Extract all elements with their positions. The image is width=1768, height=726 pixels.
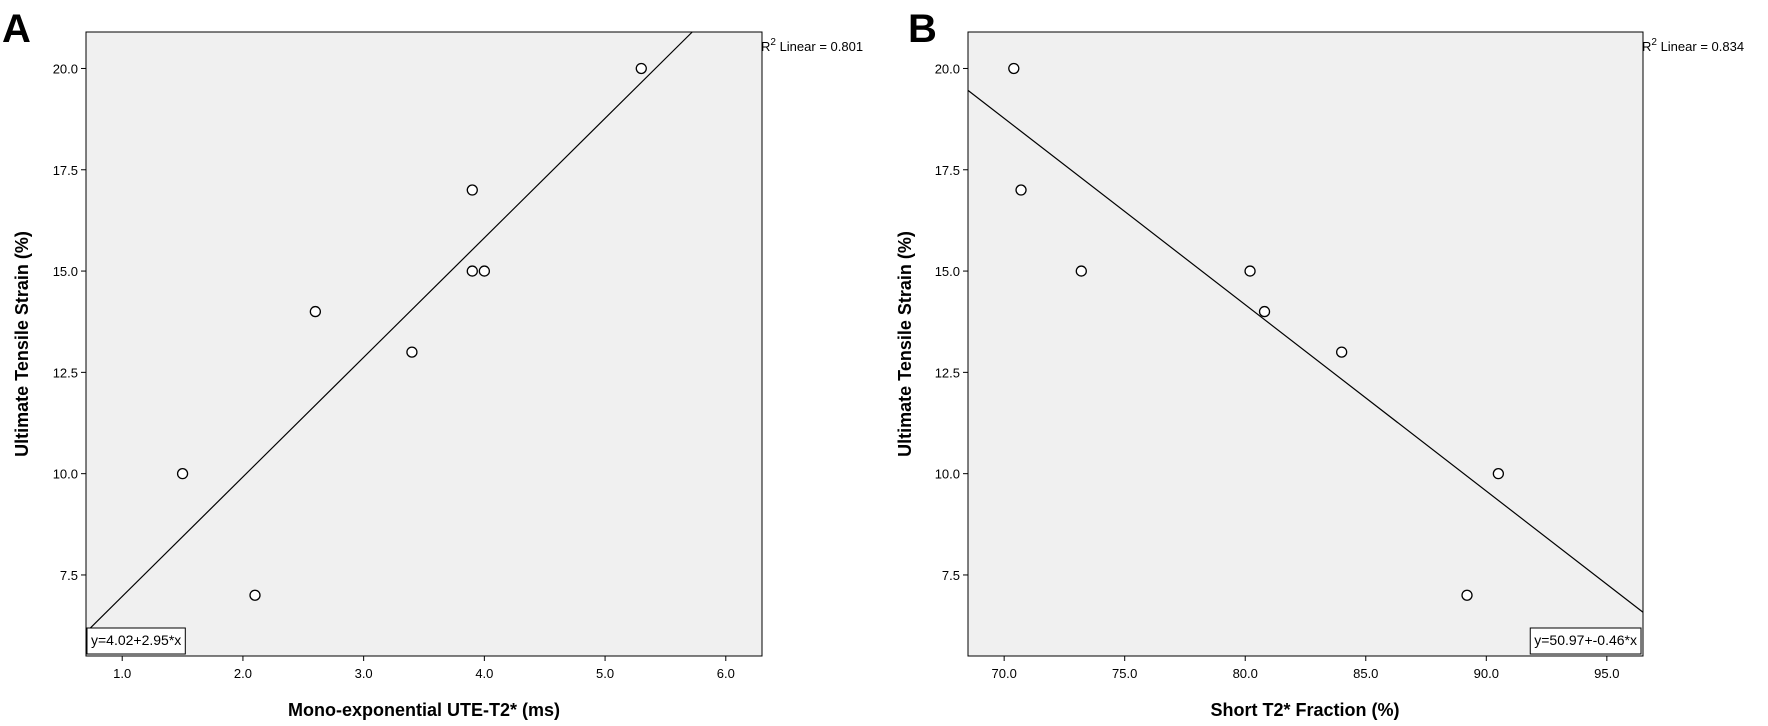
equation-label-a: y=4.02+2.95*x	[91, 632, 181, 648]
regression-line-a	[85, 31, 693, 633]
chart-panel-a: A 1.0 2.0 3.0 4.0 5.0 6.0 7.5 10.0 12.5 15.0 17.5 2…	[2, 7, 863, 720]
x-tick-label-a: 3.0	[355, 666, 373, 681]
r-squared-label-b: R2 Linear = 0.834	[1642, 37, 1744, 54]
x-tick-label-b: 70.0	[992, 666, 1017, 681]
x-tick-label-a: 1.0	[113, 666, 131, 681]
y-tick-label-b: 7.5	[942, 568, 960, 583]
equation-box-border-a	[86, 627, 186, 655]
x-tick-label-b: 95.0	[1594, 666, 1619, 681]
r-squared-sup-b: 2	[1651, 37, 1657, 48]
x-tick-label-b: 80.0	[1233, 666, 1258, 681]
r-squared-value-a: Linear = 0.801	[776, 39, 863, 54]
x-tick-label-b: 90.0	[1474, 666, 1499, 681]
y-tick-label-a: 17.5	[53, 163, 78, 178]
x-tick-label-a: 5.0	[596, 666, 614, 681]
chart-panel-b: B 70.0 75.0 80.0 85.0 90.0 95.0 7.5 10.0 12.5 15.…	[895, 7, 1744, 720]
data-points-a	[176, 62, 647, 601]
data-point-a	[249, 589, 261, 601]
r-squared-sup-a: 2	[770, 37, 776, 48]
data-point-a	[466, 265, 478, 277]
y-tick-label-b: 10.0	[935, 467, 960, 482]
r-squared-label-a: R2 Linear = 0.801	[761, 37, 863, 54]
equation-label-b: y=50.97+-0.46*x	[1534, 632, 1637, 648]
regression-line-b	[967, 89, 1644, 613]
data-point-b	[1075, 265, 1087, 277]
y-tick-label-b: 15.0	[935, 264, 960, 279]
data-point-a	[176, 468, 189, 480]
x-tick-label-b: 85.0	[1353, 666, 1378, 681]
y-tick-label-a: 15.0	[53, 264, 78, 279]
data-point-a	[406, 346, 418, 358]
data-point-b	[1258, 305, 1271, 318]
x-axis-title-a: Mono-exponential UTE-T2* (ms)	[288, 700, 560, 720]
data-point-b	[1461, 589, 1473, 601]
x-axis-title-b: Short T2* Fraction (%)	[1210, 700, 1399, 720]
y-tick-label-a: 7.5	[60, 568, 78, 583]
data-point-a	[466, 184, 478, 196]
data-point-a	[309, 305, 322, 318]
axis-ticks-b: 70.0 75.0 80.0 85.0 90.0 95.0 7.5 10.0 12.5 15.0 1…	[935, 61, 1620, 681]
y-tick-label-b: 17.5	[935, 163, 960, 178]
x-tick-label-a: 6.0	[717, 666, 735, 681]
panel-label-b: B	[908, 7, 937, 51]
plot-area-a	[85, 31, 763, 657]
data-point-b	[1244, 265, 1256, 277]
x-tick-label-a: 4.0	[475, 666, 493, 681]
equation-box-b: y=50.97+-0.46*x	[1529, 627, 1642, 655]
y-tick-label-b: 20.0	[935, 61, 960, 76]
y-axis-title-b: Ultimate Tensile Strain (%)	[895, 231, 915, 457]
data-point-b	[1008, 62, 1020, 75]
equation-box-border-b	[1529, 627, 1642, 655]
axis-ticks-a: 1.0 2.0 3.0 4.0 5.0 6.0 7.5 10.0 12.5 15.0 17.5 20.…	[53, 61, 735, 681]
data-point-a	[478, 265, 491, 277]
data-point-a	[635, 62, 647, 75]
x-tick-label-b: 75.0	[1112, 666, 1137, 681]
data-point-b	[1492, 468, 1505, 480]
r-squared-prefix-b: R	[1642, 39, 1651, 54]
equation-box-a: y=4.02+2.95*x	[86, 627, 186, 655]
data-point-b	[1015, 184, 1027, 196]
panel-label-a: A	[2, 7, 31, 51]
r-squared-value-b: Linear = 0.834	[1657, 39, 1744, 54]
x-tick-label-a: 2.0	[234, 666, 252, 681]
r-squared-prefix-a: R	[761, 39, 770, 54]
y-tick-label-a: 20.0	[53, 61, 78, 76]
plot-area-b	[967, 31, 1644, 657]
y-tick-label-a: 10.0	[53, 467, 78, 482]
y-axis-title-a: Ultimate Tensile Strain (%)	[12, 231, 32, 457]
y-tick-label-a: 12.5	[53, 365, 78, 380]
data-points-b	[1008, 62, 1505, 601]
data-point-b	[1336, 346, 1348, 358]
y-tick-label-b: 12.5	[935, 365, 960, 380]
